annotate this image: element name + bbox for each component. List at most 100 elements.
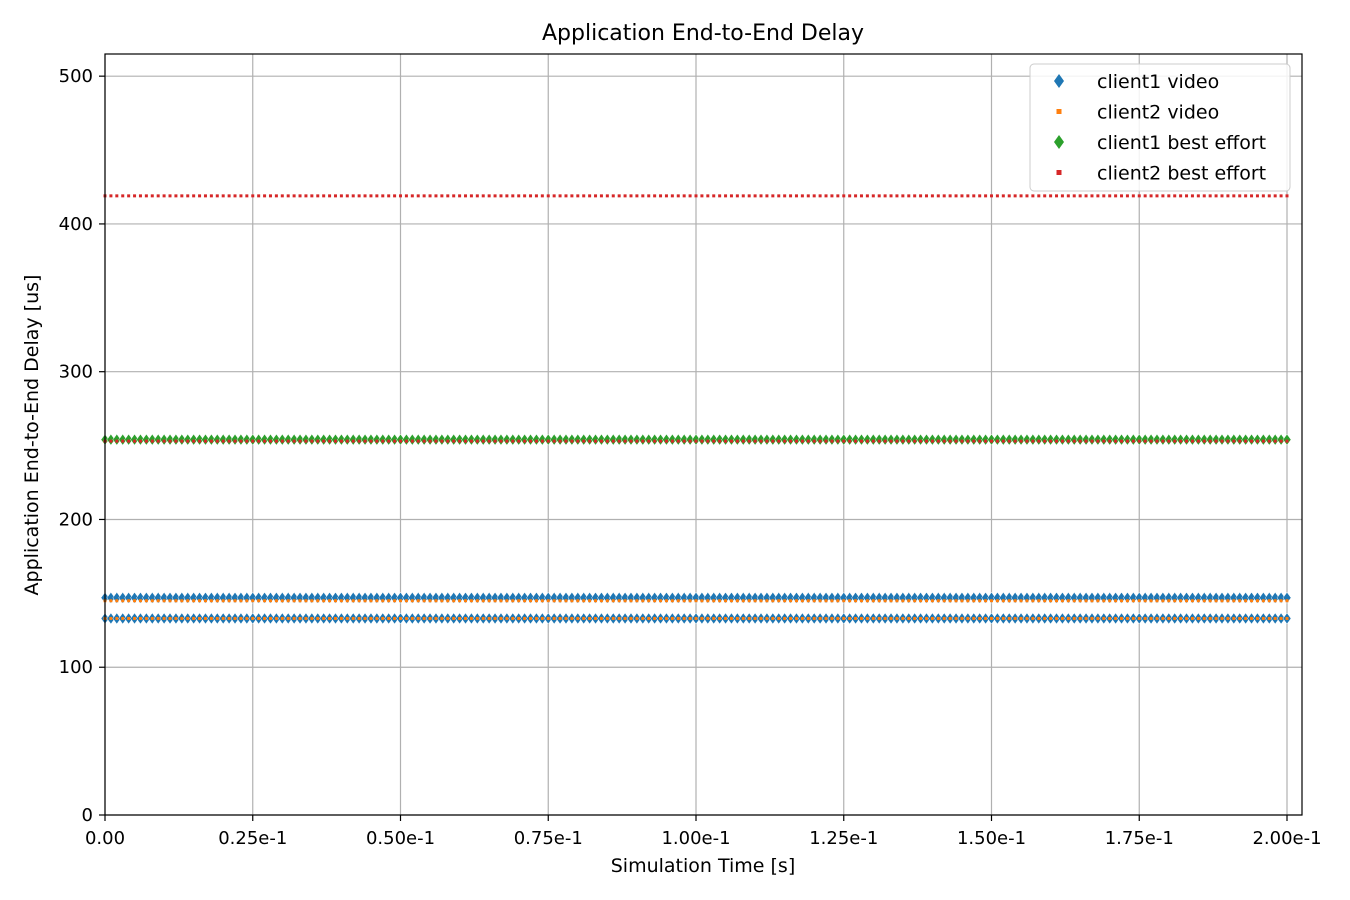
data-point: [1279, 194, 1283, 198]
data-point: [410, 599, 414, 603]
data-point: [889, 616, 893, 620]
data-point: [263, 616, 267, 620]
data-point: [1238, 616, 1242, 620]
data-point: [721, 591, 730, 604]
data-point: [369, 439, 373, 443]
data-point: [747, 439, 751, 443]
data-point: [913, 599, 917, 603]
data-point: [1031, 439, 1035, 443]
data-point: [644, 591, 654, 604]
data-point: [626, 591, 636, 604]
data-point: [375, 439, 379, 443]
data-point: [830, 616, 834, 620]
data-point: [1255, 194, 1259, 198]
data-point: [1007, 616, 1011, 620]
data-point: [1167, 439, 1171, 443]
data-point: [1108, 599, 1112, 603]
data-point: [694, 616, 698, 620]
data-point: [1190, 439, 1194, 443]
data-point: [1001, 616, 1005, 620]
data-point: [558, 439, 562, 443]
data-point: [1055, 194, 1059, 198]
data-point: [1031, 194, 1035, 198]
data-point: [339, 616, 343, 620]
data-point: [1164, 591, 1174, 604]
data-point: [954, 194, 958, 198]
data-point: [919, 599, 923, 603]
data-point: [1208, 616, 1212, 620]
data-point: [1078, 194, 1082, 198]
data-point: [1013, 599, 1017, 603]
data-point: [351, 439, 355, 443]
data-point: [1232, 439, 1236, 443]
data-point: [1123, 591, 1132, 604]
data-point: [1049, 599, 1053, 603]
data-point: [635, 599, 639, 603]
data-point: [292, 439, 296, 443]
data-point: [865, 194, 869, 198]
data-point: [416, 194, 420, 198]
data-point: [611, 616, 615, 620]
data-point: [268, 439, 272, 443]
data-point: [812, 194, 816, 198]
data-point: [641, 599, 645, 603]
data-point: [1102, 599, 1106, 603]
data-point: [189, 591, 198, 604]
data-point: [576, 194, 580, 198]
data-point: [792, 591, 801, 604]
data-point: [750, 591, 760, 604]
data-point: [824, 194, 828, 198]
data-point: [428, 616, 432, 620]
data-point: [192, 616, 196, 620]
chart-title: Application End-to-End Delay: [542, 21, 864, 46]
data-point: [186, 439, 190, 443]
data-point: [859, 616, 863, 620]
data-point: [783, 616, 787, 620]
data-point: [972, 439, 976, 443]
data-point: [594, 194, 598, 198]
data-point: [440, 194, 444, 198]
data-point: [487, 439, 491, 443]
data-point: [121, 194, 125, 198]
data-point: [1259, 591, 1268, 604]
data-point: [712, 194, 716, 198]
data-point: [1087, 591, 1097, 604]
data-point: [452, 439, 456, 443]
data-point: [783, 439, 787, 443]
data-point: [848, 194, 852, 198]
data-point: [434, 599, 438, 603]
data-point: [789, 616, 793, 620]
data-point: [138, 194, 142, 198]
data-point: [475, 599, 479, 603]
data-point: [854, 599, 858, 603]
data-point: [756, 591, 766, 604]
data-point: [712, 439, 716, 443]
data-point: [115, 439, 119, 443]
data-point: [529, 194, 533, 198]
data-point: [1279, 439, 1283, 443]
data-point: [981, 591, 990, 604]
data-point: [729, 616, 733, 620]
data-point: [895, 439, 899, 443]
data-point: [1137, 194, 1141, 198]
data-point: [859, 599, 863, 603]
data-point: [936, 439, 940, 443]
data-point: [1055, 616, 1059, 620]
data-point: [635, 194, 639, 198]
data-point: [635, 616, 639, 620]
data-point: [422, 194, 426, 198]
data-point: [1043, 194, 1047, 198]
data-point: [1034, 591, 1044, 604]
data-point: [452, 616, 456, 620]
data-point: [118, 591, 128, 604]
data-point: [393, 616, 397, 620]
data-point: [538, 591, 547, 604]
data-point: [1125, 439, 1129, 443]
data-point: [245, 599, 249, 603]
data-point: [446, 616, 450, 620]
data-point: [481, 194, 485, 198]
data-point: [333, 616, 337, 620]
data-point: [978, 194, 982, 198]
data-point: [1244, 599, 1248, 603]
data-point: [629, 439, 633, 443]
